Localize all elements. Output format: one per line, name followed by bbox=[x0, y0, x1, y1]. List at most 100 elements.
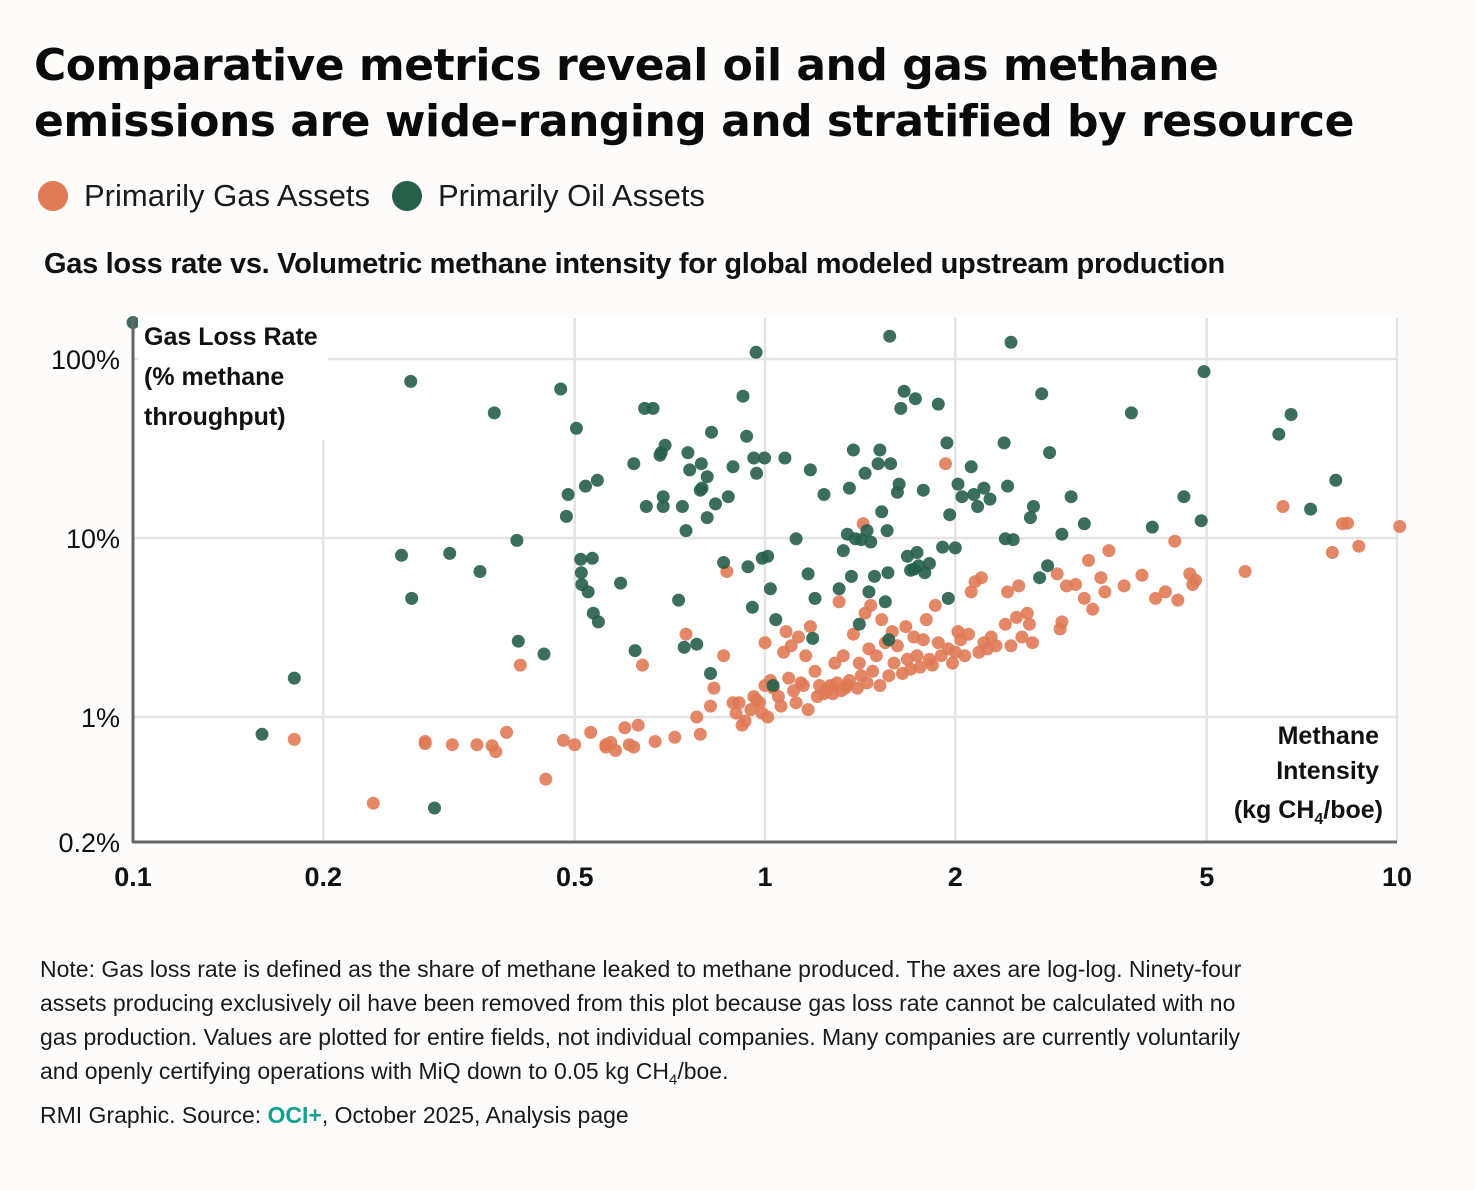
gas-asset-point bbox=[887, 656, 901, 670]
gas-asset-point bbox=[584, 725, 598, 739]
gas-asset-point bbox=[732, 696, 746, 710]
gas-asset-point bbox=[1102, 544, 1116, 558]
gas-asset-point bbox=[445, 738, 459, 752]
oil-asset-point bbox=[983, 492, 997, 506]
y-axis-label-line-3: throughput) bbox=[144, 403, 286, 431]
gas-asset-point bbox=[1001, 585, 1015, 599]
x-tick-label: 1 bbox=[757, 862, 772, 892]
footnote: Note: Gas loss rate is defined as the sh… bbox=[40, 952, 1440, 1098]
oil-asset-point bbox=[977, 481, 991, 495]
oil-asset-point bbox=[1145, 520, 1159, 534]
gas-asset-point bbox=[836, 649, 850, 663]
oil-asset-point bbox=[806, 631, 820, 645]
gas-asset-point bbox=[627, 740, 641, 754]
oil-asset-point bbox=[883, 329, 897, 343]
oil-asset-point bbox=[1055, 527, 1069, 541]
gas-asset-point bbox=[648, 735, 662, 748]
oil-asset-point bbox=[404, 374, 418, 388]
oil-asset-point bbox=[679, 524, 693, 538]
oil-asset-point bbox=[585, 551, 599, 565]
gas-asset-point bbox=[1341, 516, 1354, 530]
gas-asset-point bbox=[784, 639, 798, 653]
gas-asset-point bbox=[832, 595, 846, 609]
oil-asset-point bbox=[395, 548, 408, 562]
oil-asset-point bbox=[704, 667, 717, 680]
gas-asset-point bbox=[939, 457, 952, 471]
gas-asset-point bbox=[704, 699, 717, 713]
source-line: RMI Graphic. Source: OCI+, October 2025,… bbox=[40, 1102, 629, 1129]
gas-asset-point bbox=[913, 660, 927, 674]
gas-swatch-icon bbox=[38, 181, 68, 211]
oil-asset-point bbox=[971, 500, 985, 513]
oil-asset-point bbox=[941, 591, 955, 605]
gas-asset-point bbox=[717, 649, 731, 663]
oil-asset-point bbox=[726, 460, 740, 474]
oil-asset-point bbox=[721, 490, 735, 504]
oil-asset-point bbox=[955, 490, 969, 504]
source-link[interactable]: OCI+ bbox=[267, 1102, 322, 1128]
oil-asset-point bbox=[705, 425, 718, 439]
oil-asset-point bbox=[1043, 446, 1057, 460]
oil-asset-point bbox=[675, 500, 689, 513]
gas-asset-point bbox=[1055, 615, 1069, 629]
gas-asset-point bbox=[707, 681, 721, 695]
oil-asset-point bbox=[892, 477, 906, 491]
gas-asset-point bbox=[1393, 520, 1407, 533]
gas-asset-point bbox=[557, 733, 570, 747]
oil-asset-point bbox=[878, 595, 892, 609]
gas-asset-point bbox=[846, 627, 860, 641]
gas-asset-point bbox=[803, 620, 817, 634]
gas-asset-point bbox=[860, 676, 874, 690]
chart-legend: Primarily Gas Assets Primarily Oil Asset… bbox=[38, 178, 727, 214]
gas-asset-point bbox=[1171, 593, 1185, 607]
oil-asset-point bbox=[817, 488, 831, 501]
oil-asset-point bbox=[1272, 427, 1286, 441]
oil-asset-point bbox=[864, 535, 878, 549]
legend-item-gas[interactable]: Primarily Gas Assets bbox=[38, 178, 370, 214]
gas-asset-point bbox=[1276, 500, 1290, 513]
oil-asset-point bbox=[1064, 490, 1078, 504]
oil-asset-point bbox=[1177, 490, 1191, 504]
oil-asset-point bbox=[749, 345, 763, 359]
oil-asset-point bbox=[846, 443, 860, 457]
oil-asset-point bbox=[1197, 365, 1211, 379]
gas-asset-point bbox=[910, 649, 924, 663]
x-tick-label: 10 bbox=[1382, 862, 1412, 892]
title-line-1: Comparative metrics reveal oil and gas m… bbox=[34, 40, 1219, 91]
oil-asset-point bbox=[1329, 473, 1343, 487]
oil-asset-point bbox=[1033, 571, 1047, 585]
legend-item-oil[interactable]: Primarily Oil Assets bbox=[391, 178, 705, 214]
oil-asset-point bbox=[1041, 559, 1055, 573]
gas-asset-point bbox=[1158, 585, 1172, 599]
oil-asset-point bbox=[882, 633, 896, 647]
gas-asset-point bbox=[366, 796, 380, 810]
y-tick-label: 10% bbox=[66, 524, 120, 554]
oil-asset-point bbox=[931, 397, 945, 411]
x-tick-label: 5 bbox=[1199, 862, 1214, 892]
gas-asset-point bbox=[925, 658, 939, 672]
oil-asset-point bbox=[868, 569, 881, 583]
gas-asset-point bbox=[962, 627, 976, 641]
x-tick-label: 0.5 bbox=[556, 862, 594, 892]
oil-asset-point bbox=[1035, 387, 1049, 401]
title-line-2: emissions are wide-ranging and stratifie… bbox=[34, 96, 1354, 147]
oil-asset-point bbox=[736, 389, 750, 403]
gas-asset-point bbox=[1082, 553, 1095, 567]
oil-asset-point bbox=[656, 490, 670, 504]
oil-asset-point bbox=[574, 566, 588, 580]
gas-asset-point bbox=[964, 585, 978, 599]
oil-asset-point bbox=[875, 505, 889, 519]
oil-asset-point bbox=[1001, 479, 1015, 493]
gas-asset-point bbox=[568, 738, 582, 752]
oil-asset-point bbox=[694, 457, 708, 471]
oil-asset-point bbox=[559, 509, 573, 523]
gas-asset-point bbox=[729, 706, 743, 720]
gas-asset-point bbox=[609, 744, 622, 757]
oil-asset-point bbox=[255, 727, 269, 741]
gas-asset-point bbox=[1069, 578, 1082, 591]
x-axis-label-line-2: Intensity bbox=[1276, 757, 1379, 785]
oil-asset-point bbox=[473, 565, 487, 578]
oil-asset-point bbox=[1284, 408, 1298, 421]
gas-asset-point bbox=[866, 664, 880, 678]
oil-asset-point bbox=[1077, 517, 1091, 531]
